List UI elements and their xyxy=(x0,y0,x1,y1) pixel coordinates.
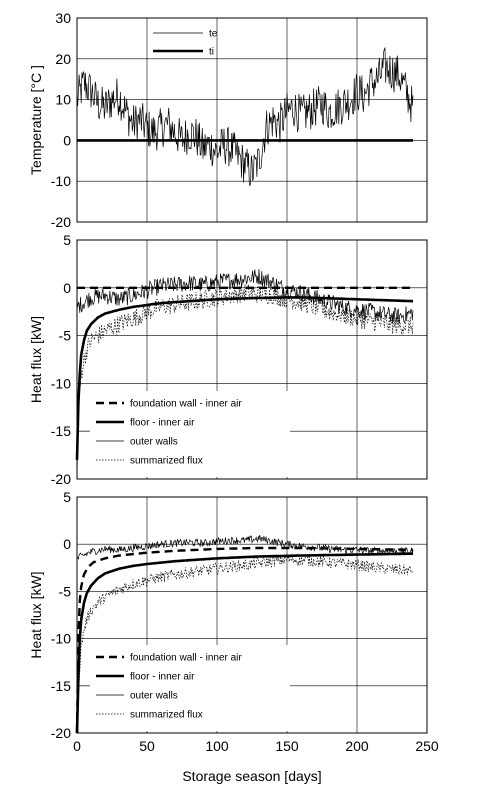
legend-label: foundation wall - inner air xyxy=(130,399,242,410)
series-line-summarized-flux xyxy=(76,284,414,476)
chart-panel-2: 5 0 -5 -10 -15 -20 Heat flux [kW] foundation wa… xyxy=(28,232,428,487)
y-tick-label: 0 xyxy=(63,280,71,296)
y-tick-label: 20 xyxy=(55,51,71,67)
y-axis-label: Heat flux [kW] xyxy=(28,316,44,403)
y-tick-label: -20 xyxy=(51,214,71,230)
legend-box xyxy=(90,645,290,731)
y-tick-label: 10 xyxy=(55,92,71,108)
y-tick-label: 0 xyxy=(63,536,71,552)
legend-label: outer walls xyxy=(130,437,178,448)
y-tick-label: 5 xyxy=(63,489,71,505)
y-tick-label: -10 xyxy=(51,375,71,391)
y-axis-label: Heat flux [kW] xyxy=(28,571,44,658)
y-tick-label: -10 xyxy=(51,173,71,189)
chart-panel-1: 30 20 10 0 -10 -20 Temperature [°C ] te ti xyxy=(28,10,428,230)
series-line-outer-walls xyxy=(76,269,414,324)
y-tick-label: -10 xyxy=(51,631,71,647)
legend-label: foundation wall - inner air xyxy=(130,653,242,664)
legend: te ti xyxy=(153,29,218,58)
x-tick-label: 0 xyxy=(73,738,81,754)
legend-label: floor - inner air xyxy=(130,672,195,683)
legend-label: summarized flux xyxy=(130,456,203,467)
y-tick-label: -15 xyxy=(51,678,71,694)
series-line-summarized-flux xyxy=(76,554,413,729)
plot-frame xyxy=(76,239,428,480)
y-tick-label: -20 xyxy=(51,471,71,487)
plot-frame xyxy=(76,496,428,734)
series-line-floor-inner-air xyxy=(75,296,413,460)
legend-label: te xyxy=(209,29,218,40)
y-tick-label: -5 xyxy=(59,328,72,344)
series-line-outer-walls xyxy=(76,535,414,560)
series-line-te xyxy=(76,46,414,187)
legend-box xyxy=(90,391,290,477)
legend-label: ti xyxy=(209,47,214,58)
series-line-floor-inner-air xyxy=(75,552,414,734)
y-axis-label: Temperature [°C ] xyxy=(28,65,44,175)
x-tick-label: 50 xyxy=(139,738,155,754)
plot-frame xyxy=(76,17,428,223)
x-tick-label: 100 xyxy=(205,738,229,754)
legend: foundation wall - inner air floor - inner… xyxy=(77,645,290,731)
legend-label: outer walls xyxy=(130,691,178,702)
y-tick-label: 0 xyxy=(63,132,71,148)
legend-label: floor - inner air xyxy=(130,418,195,429)
y-tick-label: -15 xyxy=(51,423,71,439)
x-tick-label: 150 xyxy=(275,738,299,754)
y-tick-label: -20 xyxy=(51,725,71,741)
y-tick-label: 30 xyxy=(55,10,71,26)
legend: foundation wall - inner air floor - inner… xyxy=(77,391,290,477)
y-tick-label: -5 xyxy=(59,583,72,599)
series-line-foundation-wall-inner-air xyxy=(75,546,413,734)
legend-label: summarized flux xyxy=(130,710,203,721)
x-tick-label: 200 xyxy=(345,738,369,754)
y-tick-label: 5 xyxy=(63,232,71,248)
x-tick-label: 250 xyxy=(415,738,439,754)
x-axis-label: Storage season [days] xyxy=(182,768,321,784)
